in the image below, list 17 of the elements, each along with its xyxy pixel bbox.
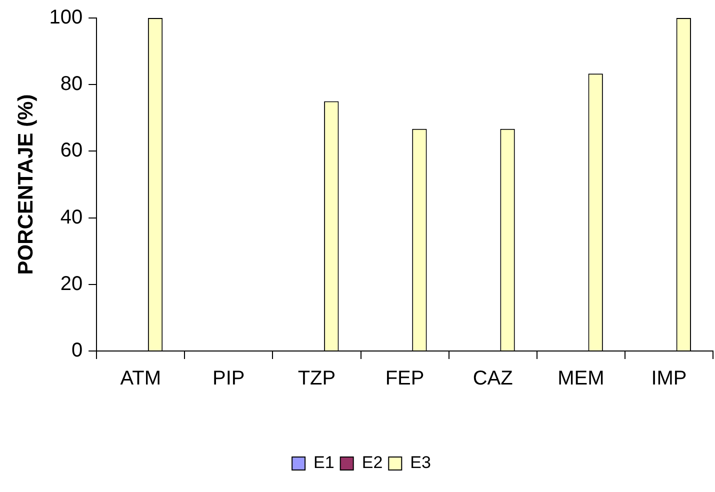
- y-tick-label: 20: [60, 272, 83, 295]
- x-tick-label: ATM: [120, 368, 161, 390]
- x-tick-label: IMP: [651, 368, 687, 390]
- x-tick-label: MEM: [558, 368, 604, 390]
- y-tick-label: 80: [60, 73, 83, 96]
- legend-label: E2: [362, 453, 383, 472]
- y-tick-label: 40: [60, 206, 83, 228]
- x-tick-label: FEP: [385, 368, 424, 390]
- y-tick-label: 100: [49, 6, 83, 29]
- y-axis-title: PORCENTAJE (%): [14, 94, 38, 275]
- x-tick-label: TZP: [298, 368, 336, 390]
- x-tick-label: CAZ: [472, 368, 513, 390]
- legend-label: E1: [314, 453, 334, 472]
- x-tick-label: PIP: [212, 368, 245, 390]
- legend-label: E3: [410, 453, 431, 472]
- y-tick-label: 60: [60, 140, 83, 162]
- y-tick-label: 0: [71, 340, 83, 362]
